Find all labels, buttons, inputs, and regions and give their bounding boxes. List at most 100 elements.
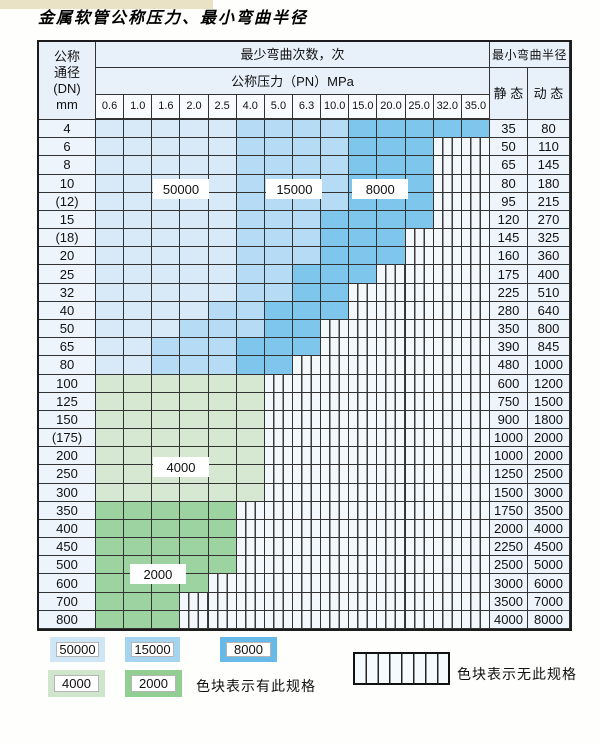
spec-cell	[96, 210, 125, 230]
spec-cell	[461, 229, 490, 248]
dn-cell: 800	[39, 610, 96, 629]
spec-cell	[152, 138, 181, 157]
dn-cell: 300	[39, 483, 96, 502]
spec-cell	[349, 210, 378, 230]
spec-cell	[264, 356, 293, 375]
static-cell: 1500	[489, 483, 528, 502]
spec-cell	[264, 156, 293, 175]
spec-cell	[264, 592, 293, 611]
spec-cell	[264, 556, 293, 575]
spec-cell	[236, 338, 265, 357]
spec-cell	[433, 210, 462, 230]
spec-cell	[461, 247, 490, 266]
spec-cell	[96, 265, 125, 284]
spec-cell	[124, 501, 153, 520]
spec-cell	[208, 519, 237, 539]
dynamic-cell: 3500	[527, 501, 570, 520]
spec-cell	[433, 519, 462, 539]
static-cell: 600	[489, 374, 528, 393]
spec-cell	[96, 410, 125, 430]
spec-cell	[377, 229, 406, 248]
spec-cell	[433, 174, 462, 193]
spec-cell	[180, 356, 209, 375]
spec-cell	[264, 610, 293, 629]
static-cell: 120	[489, 210, 528, 230]
spec-cell	[321, 447, 350, 466]
spec-cell	[124, 356, 153, 375]
spec-cell	[96, 319, 125, 339]
spec-cell	[321, 483, 350, 502]
spec-cell	[377, 592, 406, 611]
spec-cell	[236, 174, 265, 193]
spec-cell	[152, 229, 181, 248]
spec-cell	[321, 120, 350, 139]
legend-swatch-50000: 50000	[50, 637, 105, 662]
static-cell: 2000	[489, 519, 528, 539]
spec-cell	[96, 374, 125, 393]
legend-swatch-4000: 4000	[48, 670, 105, 697]
spec-cell	[264, 120, 293, 139]
spec-cell	[433, 501, 462, 520]
spec-cell	[180, 501, 209, 520]
spec-cell	[236, 574, 265, 593]
spec-cell	[236, 447, 265, 466]
spec-cell	[349, 501, 378, 520]
spec-cell	[96, 156, 125, 175]
spec-cell	[236, 556, 265, 575]
spec-cell	[152, 283, 181, 302]
spec-cell	[180, 301, 209, 320]
spec-cell	[124, 610, 153, 629]
spec-cell	[152, 120, 181, 139]
spec-cell	[236, 538, 265, 557]
spec-cell	[124, 410, 153, 430]
spec-table: 公称 通径 (DN) mm 最少弯曲次数，次 最小弯曲半径 公称压力（PN）MP…	[37, 40, 572, 631]
spec-cell	[377, 519, 406, 539]
radius-header: 最小弯曲半径	[489, 42, 570, 68]
spec-cell	[461, 174, 490, 193]
spec-cell	[349, 156, 378, 175]
spec-cell	[292, 465, 322, 484]
spec-cell	[405, 538, 434, 557]
spec-cell	[377, 574, 406, 593]
spec-cell	[349, 319, 378, 339]
spec-cell	[292, 283, 322, 302]
dynamic-cell: 1800	[527, 410, 570, 430]
spec-cell	[461, 519, 490, 539]
spec-cell	[405, 229, 434, 248]
spec-cell	[292, 265, 322, 284]
dn-cell: 150	[39, 410, 96, 430]
dn-cell: 500	[39, 556, 96, 575]
spec-cell	[264, 501, 293, 520]
spec-cell	[96, 174, 125, 193]
spec-cell	[292, 356, 322, 375]
spec-cell	[124, 265, 153, 284]
spec-cell	[377, 538, 406, 557]
spec-cell	[292, 247, 322, 266]
spec-cell	[461, 301, 490, 320]
spec-cell	[124, 229, 153, 248]
spec-cell	[433, 465, 462, 484]
static-cell: 480	[489, 356, 528, 375]
spec-cell	[236, 610, 265, 629]
spec-cell	[152, 538, 181, 557]
spec-cell	[236, 192, 265, 211]
dn-header-line3: (DN)	[53, 81, 81, 96]
spec-cell	[208, 356, 237, 375]
spec-cell	[152, 156, 181, 175]
spec-cell	[208, 410, 237, 430]
dynamic-cell: 6000	[527, 574, 570, 593]
static-cell: 160	[489, 247, 528, 266]
spec-cell	[461, 574, 490, 593]
spec-cell	[292, 374, 322, 393]
spec-cell	[236, 501, 265, 520]
pressure-tick: 2.0	[180, 95, 209, 120]
spec-cell	[433, 374, 462, 393]
spec-cell	[208, 429, 237, 448]
static-cell: 225	[489, 283, 528, 302]
pressure-tick: 1.6	[152, 95, 181, 120]
spec-cell	[180, 538, 209, 557]
spec-cell	[264, 483, 293, 502]
spec-cell	[180, 429, 209, 448]
spec-cell	[236, 483, 265, 502]
legend-no-spec-swatch	[353, 652, 450, 685]
